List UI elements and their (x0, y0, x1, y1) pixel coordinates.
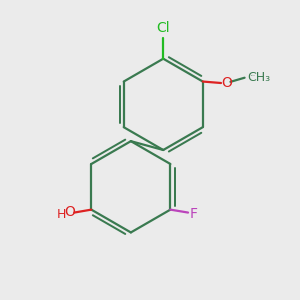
Text: Cl: Cl (156, 21, 170, 35)
Text: O: O (64, 205, 75, 219)
Text: H: H (57, 208, 66, 221)
Text: methyl: methyl (250, 75, 255, 76)
Text: O: O (221, 76, 232, 90)
Text: CH₃: CH₃ (248, 71, 271, 84)
Text: F: F (190, 207, 198, 221)
